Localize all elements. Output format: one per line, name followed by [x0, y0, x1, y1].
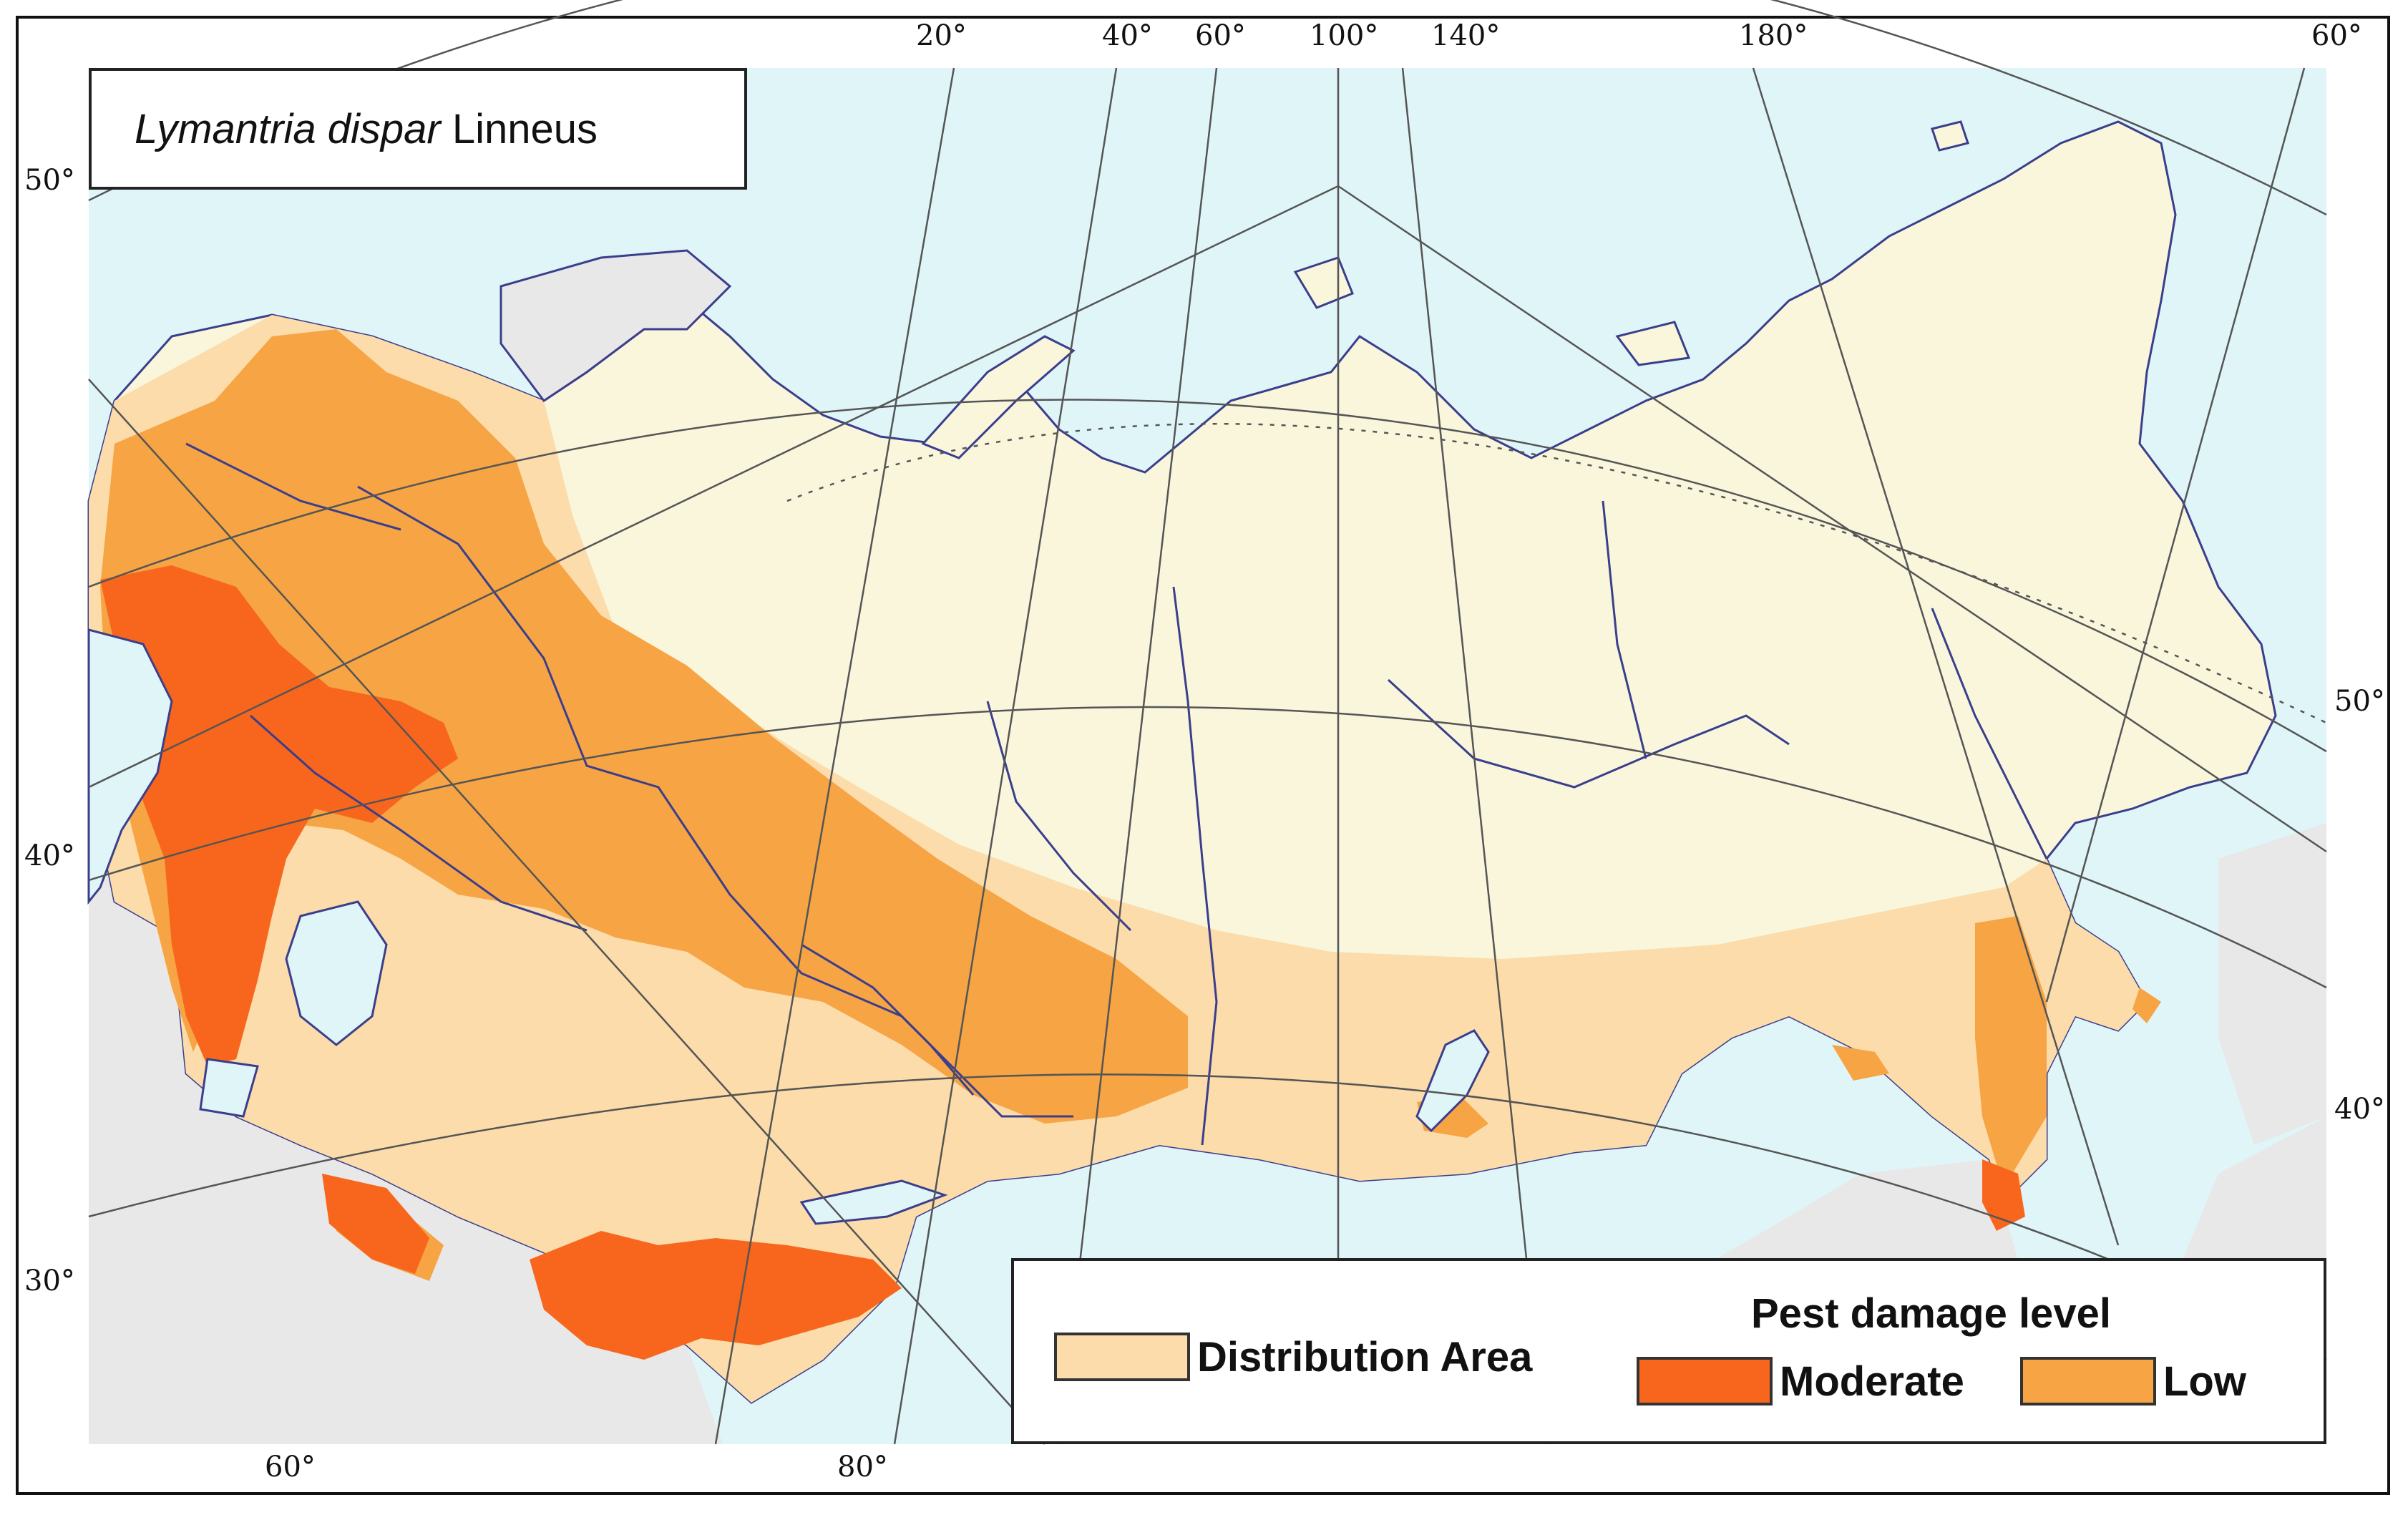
longitude-label-180: 180° — [1739, 19, 1808, 52]
low-damage-se — [1832, 1045, 1889, 1081]
moderate-damage-west — [100, 565, 458, 1066]
novaya-zemlya — [921, 335, 1076, 459]
latitude-label-30-left: 30° — [24, 1265, 75, 1297]
distribution-area — [89, 315, 2147, 1403]
map-title: Lymantria dispar Linneus — [89, 68, 747, 190]
moderate-damage-se — [1982, 1159, 2025, 1231]
graticule — [88, 0, 2327, 1445]
legend-swatch-low — [2020, 1357, 2156, 1406]
caspian-sea — [87, 628, 173, 905]
longitude-label-80-bottom: 80° — [837, 1451, 888, 1484]
black-sea — [199, 1058, 259, 1118]
longitude-label-60-east: 60° — [2311, 19, 2362, 52]
longitude-label-100: 100° — [1310, 19, 1379, 52]
latitude-label-50-left: 50° — [24, 164, 75, 197]
longitude-label-40: 40° — [1102, 19, 1153, 52]
legend-item-distribution: Distribution Area — [1054, 1333, 1532, 1381]
title-author: Linneus — [452, 105, 598, 152]
longitude-label-60: 60° — [1195, 19, 1246, 52]
legend-label-distribution: Distribution Area — [1197, 1333, 1533, 1380]
aral-sea — [285, 900, 388, 1046]
low-damage-east — [1975, 916, 2047, 1188]
title-species: Lymantria dispar — [135, 105, 441, 152]
legend-item-low: Low — [2020, 1357, 2246, 1406]
legend-item-moderate: Moderate — [1637, 1357, 1964, 1406]
longitude-label-140: 140° — [1431, 19, 1501, 52]
legend-swatch-moderate — [1637, 1357, 1773, 1406]
wrangel-island — [1931, 120, 1969, 152]
moderate-damage-sw — [322, 1174, 429, 1274]
low-damage-west — [100, 329, 1188, 1124]
legend-label-moderate: Moderate — [1780, 1358, 1964, 1405]
moderate-damage-south — [530, 1231, 902, 1360]
baikal-lake — [1415, 1029, 1490, 1133]
latitude-label-50-right: 50° — [2334, 685, 2385, 718]
low-damage-kam — [2132, 988, 2161, 1023]
legend-heading: Pest damage level — [1751, 1290, 2111, 1337]
latitude-label-40-right: 40° — [2334, 1093, 2385, 1126]
legend-label-low: Low — [2163, 1358, 2246, 1405]
longitude-label-60-bottom: 60° — [265, 1451, 316, 1484]
internal-borders — [185, 442, 2048, 1146]
longitude-label-20: 20° — [916, 19, 967, 52]
legend-swatch-distribution — [1054, 1333, 1190, 1381]
kola-scandinavia — [499, 249, 732, 403]
arctic-circle — [786, 422, 2327, 724]
legend: Pest damage level Distribution Area Mode… — [1011, 1258, 2326, 1444]
land-east — [2218, 823, 2326, 1145]
land-west — [89, 68, 723, 1444]
latitude-label-40-left: 40° — [24, 839, 75, 872]
new-siberian-islands — [1615, 321, 1691, 366]
